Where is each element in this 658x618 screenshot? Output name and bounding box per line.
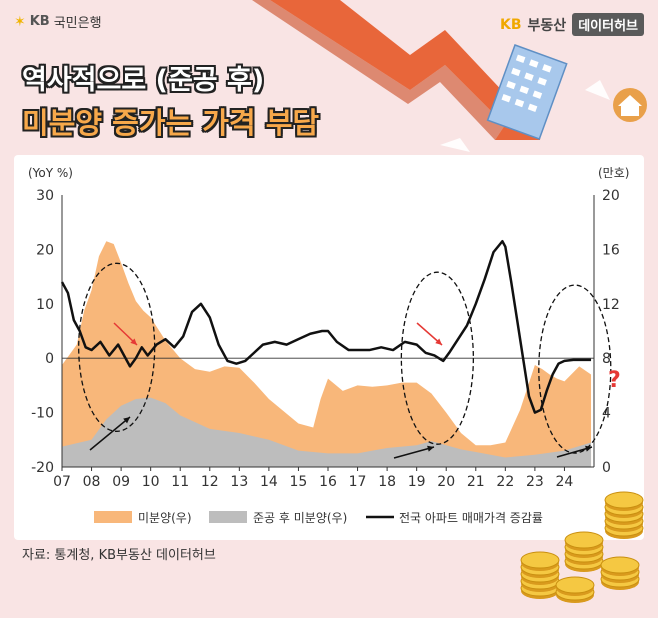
- coin-icon: [520, 579, 560, 597]
- legend-swatch-unsold-after: [209, 511, 247, 523]
- coin-icon: [555, 576, 595, 594]
- right-tick-label: 20: [602, 188, 620, 204]
- title-line-1: 역사적으로 (준공 후): [22, 65, 265, 96]
- kb-mark-right: KB: [500, 16, 522, 33]
- falling-arrow-icon: [270, 0, 545, 140]
- coin-icon: [521, 562, 559, 578]
- red-arrow-1-head: [130, 338, 137, 345]
- black-arrow-3-head: [585, 445, 592, 452]
- coin-icon: [521, 555, 559, 571]
- x-tick-label: 23: [526, 474, 544, 490]
- left-tick-label: 0: [45, 351, 54, 367]
- x-tick-label: 08: [83, 474, 101, 490]
- x-tick-label: 17: [349, 474, 367, 490]
- x-tick-label: 20: [437, 474, 455, 490]
- header-decoration: [252, 0, 647, 152]
- left-tick-label: 20: [36, 242, 54, 258]
- coin-icon: [520, 572, 560, 590]
- left-axis-label: (YoY %): [28, 166, 73, 180]
- coin-icon: [521, 569, 559, 585]
- coin-icon: [521, 583, 559, 599]
- coin-icon: [520, 558, 560, 576]
- title-line-2: 미분양 증가는 가격 부담: [22, 106, 320, 140]
- house-icon: [613, 88, 647, 122]
- highlight-circle: [538, 284, 612, 454]
- legend-label: 전국 아파트 매매가격 증감률: [399, 511, 543, 525]
- series-unsold-after-area: [62, 397, 592, 467]
- left-tick-label: 10: [36, 297, 54, 313]
- x-tick-label: 14: [260, 474, 278, 490]
- bank-name: 국민은행: [53, 16, 102, 31]
- x-tick-label: 15: [290, 474, 308, 490]
- x-tick-label: 09: [112, 474, 130, 490]
- left-tick-label: 30: [36, 188, 54, 204]
- x-tick-label: 12: [201, 474, 219, 490]
- coin-icon: [565, 549, 603, 565]
- right-tick-label: 4: [602, 406, 611, 422]
- coin-icon: [555, 583, 595, 601]
- left-tick-label: -10: [31, 406, 54, 422]
- x-tick-label: 10: [142, 474, 160, 490]
- coin-icon: [601, 567, 639, 583]
- left-tick-label: -20: [31, 460, 54, 476]
- highlight-circle: [78, 262, 156, 432]
- x-tick-label: 21: [467, 474, 485, 490]
- coin-icon: [520, 565, 560, 583]
- black-arrow-1: [89, 416, 131, 451]
- datahub-badge: 데이터허브: [572, 13, 644, 36]
- black-arrow-2-head: [427, 445, 434, 452]
- coin-icon: [601, 574, 639, 590]
- right-tick-label: 8: [602, 351, 611, 367]
- x-tick-label: 11: [171, 474, 189, 490]
- kb-star-icon: ✶: [14, 13, 26, 30]
- x-tick-label: 24: [556, 474, 574, 490]
- coin-icon: [564, 552, 604, 570]
- kb-bank-logo: ✶ KB 국민은행: [14, 12, 102, 32]
- right-axis-label: (만호): [598, 166, 629, 180]
- red-arrow-2-head: [435, 338, 442, 345]
- highlight-circle: [400, 271, 475, 445]
- x-tick-label: 16: [319, 474, 337, 490]
- x-tick-label: 07: [53, 474, 71, 490]
- series-unsold-area: [62, 241, 592, 467]
- coin-icon: [520, 551, 560, 569]
- kb-realestate-logo: KB 부동산 데이터허브: [500, 13, 644, 36]
- legend-label: 미분양(우): [138, 511, 192, 525]
- apartment-building-icon: [486, 44, 568, 140]
- chart: 30 20 10 0 -10 -20 20 16 12 8 4 0 07 08 09 10 11 12 13 14 15…: [28, 166, 629, 525]
- coin-icon: [556, 587, 594, 603]
- coin-icon: [600, 556, 640, 574]
- legend-swatch-unsold: [94, 511, 132, 523]
- coin-icon: [521, 576, 559, 592]
- question-mark-annotation: ?: [608, 368, 621, 393]
- black-arrow-1-head: [123, 417, 130, 424]
- coin-icon: [564, 538, 604, 556]
- right-tick-label: 0: [602, 460, 611, 476]
- black-arrow-2: [393, 446, 435, 459]
- coin-icon: [564, 545, 604, 563]
- source-note: 자료: 통계청, KB부동산 데이터허브: [22, 548, 216, 563]
- x-tick-label: 19: [408, 474, 426, 490]
- coin-icon: [600, 570, 640, 588]
- x-tick-label: 18: [378, 474, 396, 490]
- coin-icon: [601, 560, 639, 576]
- x-tick-label: 22: [496, 474, 514, 490]
- series-price-line: [60, 239, 592, 414]
- x-tick-label: 13: [230, 474, 248, 490]
- chart-card: 30 20 10 0 -10 -20 20 16 12 8 4 0 07 08 09 10 11 12 13 14 15…: [14, 155, 644, 540]
- coin-icon: [565, 542, 603, 558]
- realestate-name: 부동산: [527, 17, 567, 34]
- legend-label: 준공 후 미분양(우): [253, 511, 347, 525]
- coin-icon: [556, 580, 594, 596]
- right-tick-label: 16: [602, 242, 620, 258]
- kb-mark: KB: [29, 14, 50, 29]
- coin-icon: [600, 563, 640, 581]
- coin-icon: [565, 556, 603, 572]
- right-tick-label: 12: [602, 297, 620, 313]
